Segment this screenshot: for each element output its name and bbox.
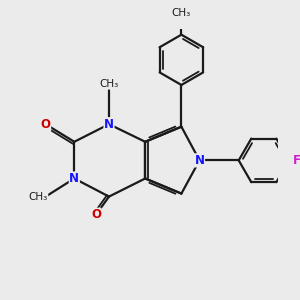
- Text: CH₃: CH₃: [28, 192, 48, 202]
- Text: O: O: [40, 118, 51, 131]
- Text: N: N: [104, 118, 114, 131]
- Text: N: N: [69, 172, 79, 185]
- Text: CH₃: CH₃: [99, 79, 119, 89]
- Text: N: N: [194, 154, 205, 167]
- Text: F: F: [293, 154, 300, 167]
- Text: CH₃: CH₃: [172, 8, 191, 18]
- Text: O: O: [91, 208, 101, 221]
